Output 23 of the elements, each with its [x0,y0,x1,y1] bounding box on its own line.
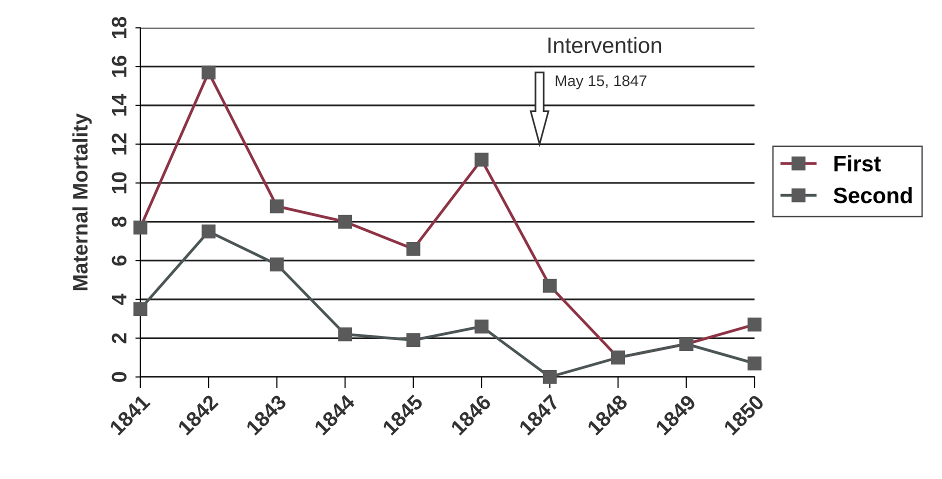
point [748,356,762,370]
point [474,320,489,334]
point [542,370,557,384]
y-tick-label: 18 [112,16,127,38]
legend-label: First [834,155,881,172]
y-tick-label: 12 [112,133,126,154]
point [406,333,420,348]
y-tick-label: 4 [112,294,126,305]
y-tick-label: 16 [112,56,127,77]
y-axis-title: Maternal Mortality [72,113,92,290]
y-tick-label: 2 [112,333,126,344]
y-tick-label: 8 [112,216,127,227]
annotation: May 15, 1847 [556,75,646,90]
legend-label: Second [834,186,912,204]
point [133,302,148,316]
point [270,258,284,272]
y-tick-label: 10 [112,172,127,194]
annotation: Intervention [548,36,662,54]
y-tick-label: 14 [112,94,126,116]
point [338,327,352,342]
y-tick-label: 6 [112,256,127,266]
y-tick-label: 0 [112,372,127,382]
point [202,224,216,238]
